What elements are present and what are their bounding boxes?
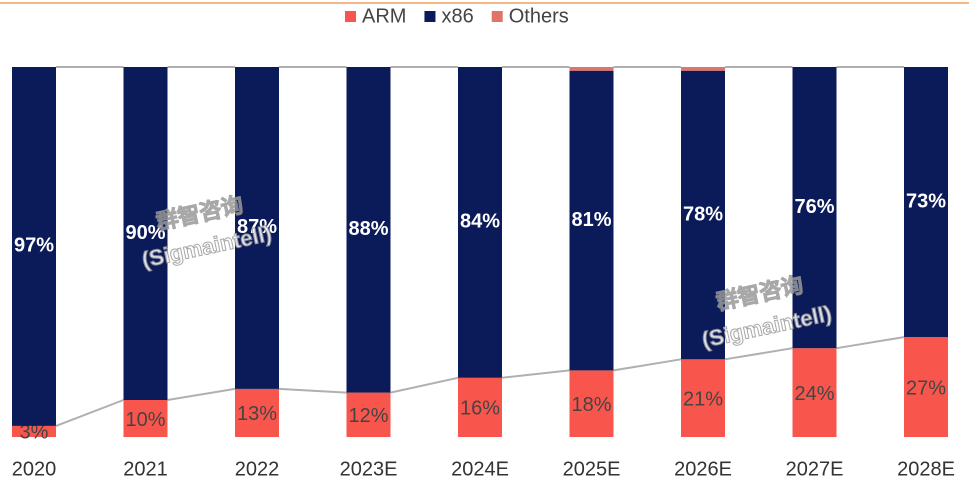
value-label: 24%	[794, 383, 834, 405]
value-label: 97%	[14, 235, 54, 257]
bar-segment	[681, 359, 725, 437]
bar-segment	[235, 67, 279, 389]
bar-segment	[569, 370, 614, 437]
legend-label: ARM	[362, 5, 406, 27]
bar-segment	[681, 67, 725, 71]
series-line	[278, 387, 347, 394]
x-tick-label: 2021	[123, 458, 168, 480]
value-label: 10%	[125, 409, 165, 431]
x-tick-label: 2020	[12, 458, 57, 480]
bar-segment	[792, 67, 837, 349]
bar-segment	[569, 70, 614, 371]
value-label: 12%	[348, 405, 388, 427]
value-label: 3%	[20, 422, 49, 444]
bar-segment	[681, 70, 725, 360]
x-tick-label: 2026E	[674, 458, 732, 480]
value-label: 13%	[237, 403, 277, 425]
series-line	[613, 358, 682, 372]
series-line	[836, 336, 905, 350]
legend-label: Others	[509, 5, 569, 27]
bar-segment	[235, 388, 279, 437]
bar-segment	[346, 67, 391, 393]
bar-segment	[458, 377, 502, 437]
bar-segment	[123, 67, 168, 400]
bar-segment	[458, 67, 502, 378]
series-line	[167, 387, 236, 401]
series-line	[724, 347, 793, 361]
value-label: 18%	[571, 394, 611, 416]
value-label: 78%	[683, 203, 723, 225]
bar-segment	[346, 392, 391, 437]
value-label: 87%	[237, 216, 277, 238]
series-line	[501, 369, 570, 379]
x-tick-label: 2024E	[451, 458, 509, 480]
bar-segment	[12, 67, 56, 426]
value-label: 73%	[906, 190, 946, 212]
value-label: 81%	[571, 209, 611, 231]
x-tick-label: 2022	[235, 458, 280, 480]
value-label: 27%	[906, 377, 946, 399]
value-label: 90%	[125, 222, 165, 244]
bar-segment	[12, 425, 56, 437]
bar-segment	[569, 67, 614, 71]
x-tick-label: 2028E	[897, 458, 955, 480]
value-label: 84%	[460, 211, 500, 233]
value-label: 76%	[794, 196, 834, 218]
value-label: 88%	[348, 218, 388, 240]
bar-segment	[792, 348, 837, 437]
legend-swatch	[345, 11, 356, 22]
bar-segment	[904, 337, 948, 437]
series-line	[390, 376, 459, 394]
bar-segment	[904, 67, 948, 338]
value-label: 16%	[460, 398, 500, 420]
legend-swatch	[491, 11, 503, 22]
legend-label: x86	[441, 5, 473, 27]
legend-swatch	[424, 11, 436, 22]
series-line	[55, 399, 124, 427]
value-label: 21%	[683, 388, 723, 410]
x-tick-label: 2025E	[563, 458, 621, 480]
x-tick-label: 2027E	[786, 458, 844, 480]
bar-segment	[123, 400, 168, 437]
x-tick-label: 2023E	[340, 458, 398, 480]
